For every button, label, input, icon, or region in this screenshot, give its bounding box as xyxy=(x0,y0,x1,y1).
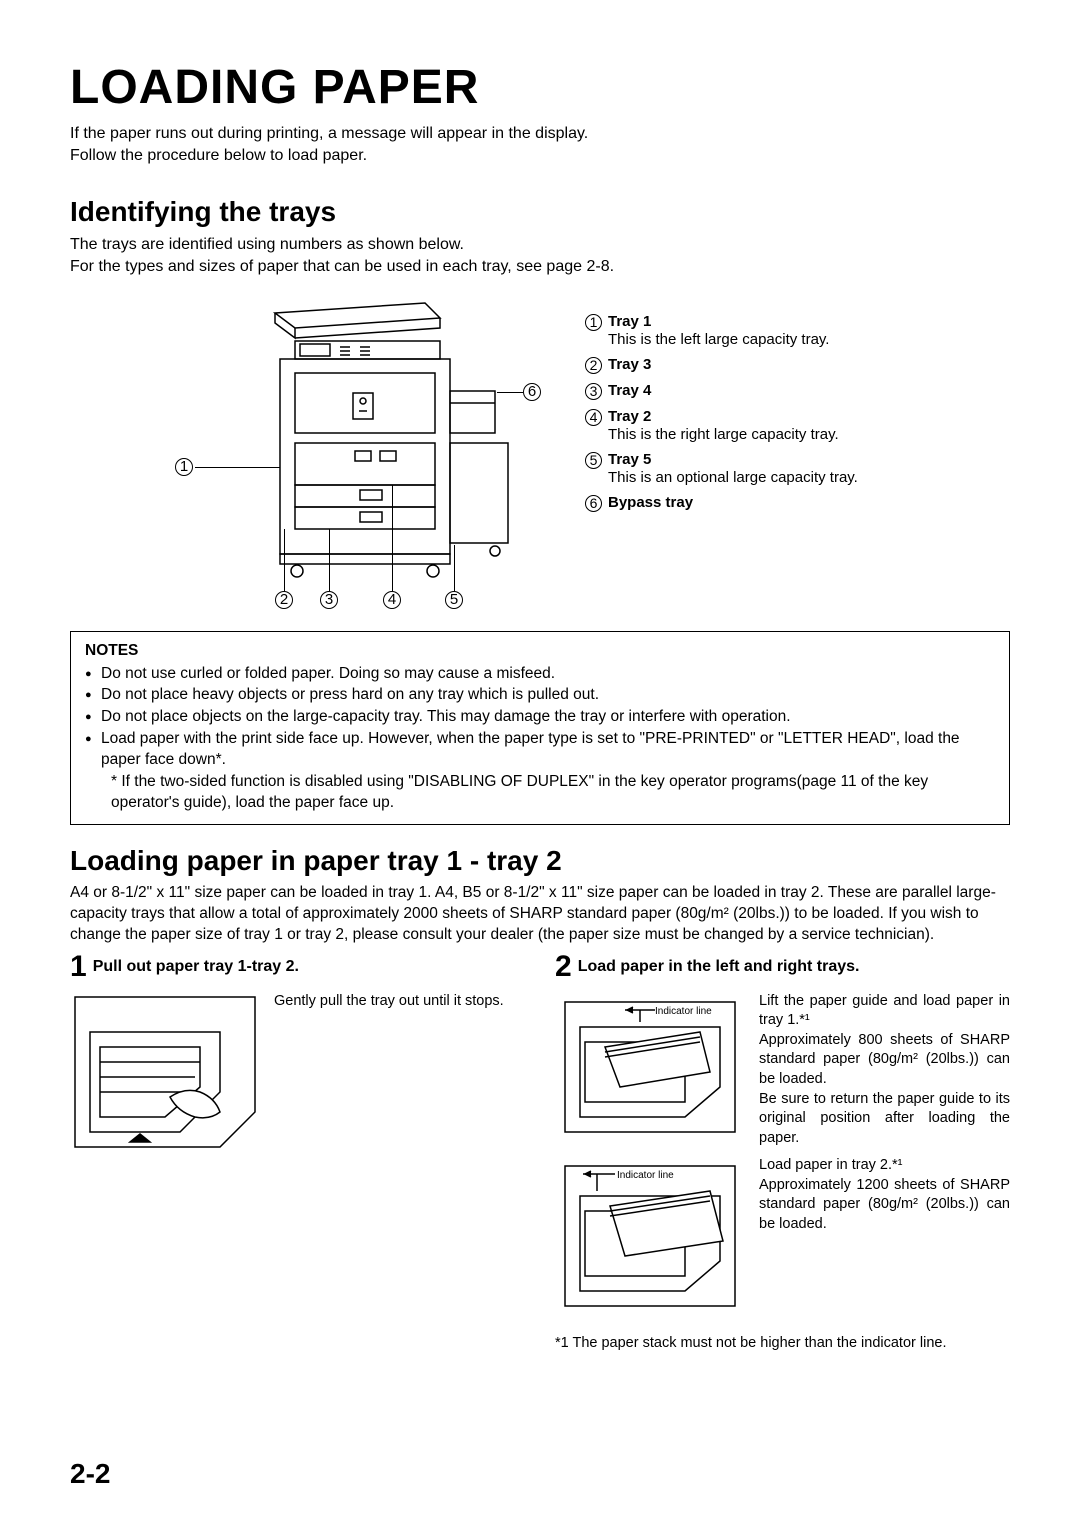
tray-4-label: Tray 4 xyxy=(608,382,651,399)
page-number: 2-2 xyxy=(70,1458,110,1490)
callout-6: 6 xyxy=(523,383,541,401)
step-2-image-2: Indicator line xyxy=(555,1156,745,1321)
step-2-text-2: Load paper in tray 2.*¹ Approximately 12… xyxy=(759,1156,1010,1321)
note-2: Do not place heavy objects or press hard… xyxy=(85,685,995,706)
tray-item-4: 4 Tray 2 This is the right large capacit… xyxy=(585,408,945,443)
step-2: 2 Load paper in the left and right trays… xyxy=(555,952,1010,1352)
loading-para: A4 or 8-1/2" x 11" size paper can be loa… xyxy=(70,883,1010,946)
step-2-num: 2 xyxy=(555,952,572,982)
tray-item-1: 1 Tray 1 This is the left large capacity… xyxy=(585,313,945,348)
tray-3-label: Tray 3 xyxy=(608,356,651,373)
tray-list: 1 Tray 1 This is the left large capacity… xyxy=(585,293,945,613)
tray-item-6: 6 Bypass tray xyxy=(585,494,945,512)
identifying-heading: Identifying the trays xyxy=(70,196,1010,228)
loading-heading: Loading paper in paper tray 1 - tray 2 xyxy=(70,845,1010,877)
tray-diagram-area: 1 6 2 3 4 5 1 Tray 1 This is the left la… xyxy=(70,293,1010,613)
note-4: Load paper with the print side face up. … xyxy=(85,729,995,771)
indicator-label-2: Indicator line xyxy=(617,1170,674,1181)
notes-title: NOTES xyxy=(85,642,995,660)
tray-item-2: 2 Tray 3 xyxy=(585,356,945,374)
indicator-label-1: Indicator line xyxy=(655,1006,712,1017)
page-title: LOADING PAPER xyxy=(70,60,1010,115)
tray-item-5: 5 Tray 5 This is an optional large capac… xyxy=(585,451,945,486)
notes-sub: * If the two-sided function is disabled … xyxy=(85,772,995,814)
step-1-title: Pull out paper tray 1-tray 2. xyxy=(93,958,299,976)
callout-2: 2 xyxy=(275,591,293,609)
printer-diagram: 1 6 2 3 4 5 xyxy=(135,293,545,613)
footnote: *1 The paper stack must not be higher th… xyxy=(555,1335,1010,1351)
callout-5: 5 xyxy=(445,591,463,609)
callout-3: 3 xyxy=(320,591,338,609)
tray-1-label: Tray 1 xyxy=(608,313,829,330)
step-2-image-1: Indicator line xyxy=(555,992,745,1149)
note-1: Do not use curled or folded paper. Doing… xyxy=(85,664,995,685)
tray-2-desc: This is the right large capacity tray. xyxy=(608,426,839,443)
callout-4: 4 xyxy=(383,591,401,609)
tray-1-desc: This is the left large capacity tray. xyxy=(608,331,829,348)
step-2-title: Load paper in the left and right trays. xyxy=(578,958,860,976)
intro-text: If the paper runs out during printing, a… xyxy=(70,123,1010,168)
tray-5-desc: This is an optional large capacity tray. xyxy=(608,469,858,486)
identifying-para: The trays are identified using numbers a… xyxy=(70,234,1010,279)
step-1-text: Gently pull the tray out until it stops. xyxy=(274,992,504,1157)
tray-item-3: 3 Tray 4 xyxy=(585,382,945,400)
tray-2-label: Tray 2 xyxy=(608,408,839,425)
step-1-num: 1 xyxy=(70,952,87,982)
note-3: Do not place objects on the large-capaci… xyxy=(85,707,995,728)
step-1: 1 Pull out paper tray 1-tray 2. xyxy=(70,952,525,1352)
tray-5-label: Tray 5 xyxy=(608,451,858,468)
step-1-image xyxy=(70,992,260,1157)
bypass-tray-label: Bypass tray xyxy=(608,494,693,511)
step-2-text-1: Lift the paper guide and load paper in t… xyxy=(759,992,1010,1149)
notes-box: NOTES Do not use curled or folded paper.… xyxy=(70,631,1010,825)
printer-illustration xyxy=(225,293,525,593)
steps-area: 1 Pull out paper tray 1-tray 2. xyxy=(70,952,1010,1352)
callout-1: 1 xyxy=(175,458,193,476)
